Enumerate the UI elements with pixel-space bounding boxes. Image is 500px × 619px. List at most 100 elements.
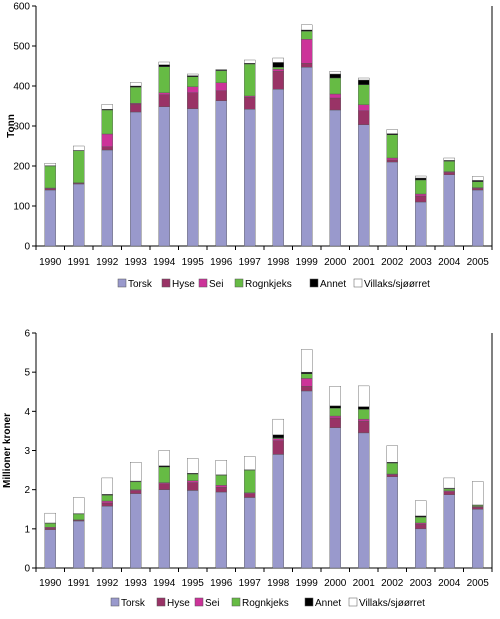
legend-swatch [162,279,170,287]
bar-segment-villaks-sj-rret [273,58,284,62]
bar-segment-rognkjeks [159,67,170,93]
bar-segment-hyse [472,507,483,509]
bar-segment-hyse [472,188,483,190]
x-tick-label: 1998 [267,578,290,589]
x-tick-label: 2004 [438,578,461,589]
bar-segment-sei [387,158,398,160]
x-tick-label: 1992 [96,578,119,589]
y-tick-label: 0 [24,564,30,575]
bar-segment-torsk [358,433,369,568]
bar-segment-torsk [330,428,341,568]
bar-segment-villaks-sj-rret [187,458,198,473]
bar-segment-hyse [415,524,426,529]
bar-segment-torsk [273,454,284,568]
bar-segment-sei [187,481,198,483]
x-tick-label: 1993 [125,257,148,268]
x-tick-label: 2005 [467,578,490,589]
x-tick-label: 2003 [410,578,433,589]
x-tick-label: 1996 [210,257,233,268]
legend-swatch [111,598,119,606]
bar-segment-sei [216,485,227,487]
bar-segment-torsk [130,112,141,246]
bar-segment-hyse [301,63,312,67]
bar-segment-villaks-sj-rret [159,451,170,466]
bar-segment-annet [273,62,284,67]
x-tick-label: 1998 [267,257,290,268]
bar-segment-sei [358,419,369,421]
bar-segment-hyse [330,98,341,110]
y-tick-label: 200 [13,162,30,173]
y-tick-label: 600 [13,2,30,13]
x-tick-label: 1999 [296,257,319,268]
y-tick-label: 100 [13,202,30,213]
bar-segment-torsk [102,150,113,246]
bar-segment-villaks-sj-rret [244,60,255,63]
bar-segment-torsk [159,490,170,568]
x-tick-label: 2001 [353,257,376,268]
bar-segment-sei [358,105,369,111]
legend-label: Torsk [128,279,153,290]
bar-segment-annet [330,406,341,408]
legend-swatch [199,279,207,287]
x-tick-label: 2004 [438,257,461,268]
bar-segment-hyse [387,160,398,162]
bar-segment-hyse [159,484,170,490]
bar-segment-annet [301,372,312,374]
x-tick-label: 1991 [68,257,91,268]
bar-segment-torsk [244,498,255,569]
bar-segment-villaks-sj-rret [301,349,312,372]
bar-segment-torsk [273,89,284,246]
bar-segment-villaks-sj-rret [130,462,141,481]
bar-segment-sei [301,378,312,386]
legend-label: Hyse [167,598,190,609]
bar-segment-torsk [415,529,426,568]
x-tick-label: 2000 [324,257,347,268]
bar-segment-villaks-sj-rret [244,456,255,469]
bar-segment-torsk [73,521,84,568]
bar-segment-hyse [102,147,113,150]
bar-segment-hyse [130,104,141,112]
bar-segment-villaks-sj-rret [301,25,312,30]
legend-swatch [118,279,126,287]
bar-segment-torsk [415,202,426,246]
bar-segment-sei [330,94,341,98]
bar-segment-torsk [73,184,84,246]
bar-segment-torsk [130,494,141,568]
bar-segment-torsk [102,506,113,568]
y-tick-label: 500 [13,42,30,53]
bar-segment-torsk [387,477,398,568]
bar-segment-torsk [301,67,312,246]
bar-segment-villaks-sj-rret [130,82,141,86]
x-tick-label: 1996 [210,578,233,589]
y-tick-label: 4 [24,407,30,418]
legend-swatch [310,279,318,287]
bar-segment-hyse [330,418,341,428]
bar-segment-hyse [444,492,455,495]
bar-segment-rognkjeks [415,180,426,194]
bar-segment-annet [358,407,369,410]
bar-segment-villaks-sj-rret [187,74,198,76]
bar-segment-rognkjeks [102,495,113,501]
bar-segment-sei [273,439,284,441]
bar-segment-sei [102,134,113,147]
bar-segment-rognkjeks [301,31,312,39]
x-tick-label: 1997 [239,578,262,589]
bar-segment-rognkjeks [330,408,341,416]
bar-segment-torsk [244,109,255,246]
x-tick-label: 2002 [381,257,404,268]
bar-segment-rognkjeks [216,475,227,485]
bar-segment-sei [216,83,227,91]
bar-segment-villaks-sj-rret [415,176,426,178]
bar-segment-rognkjeks [187,474,198,481]
legend-label: Annet [315,598,341,609]
bar-segment-rognkjeks [45,166,56,188]
bar-segment-rognkjeks [159,467,170,483]
bar-segment-hyse [415,196,426,202]
legend-swatch [305,598,313,606]
y-tick-label: 1 [24,524,30,535]
bar-segment-hyse [45,528,56,530]
bar-segment-sei [102,501,113,503]
x-tick-label: 1999 [296,578,319,589]
bar-segment-annet [273,435,284,438]
